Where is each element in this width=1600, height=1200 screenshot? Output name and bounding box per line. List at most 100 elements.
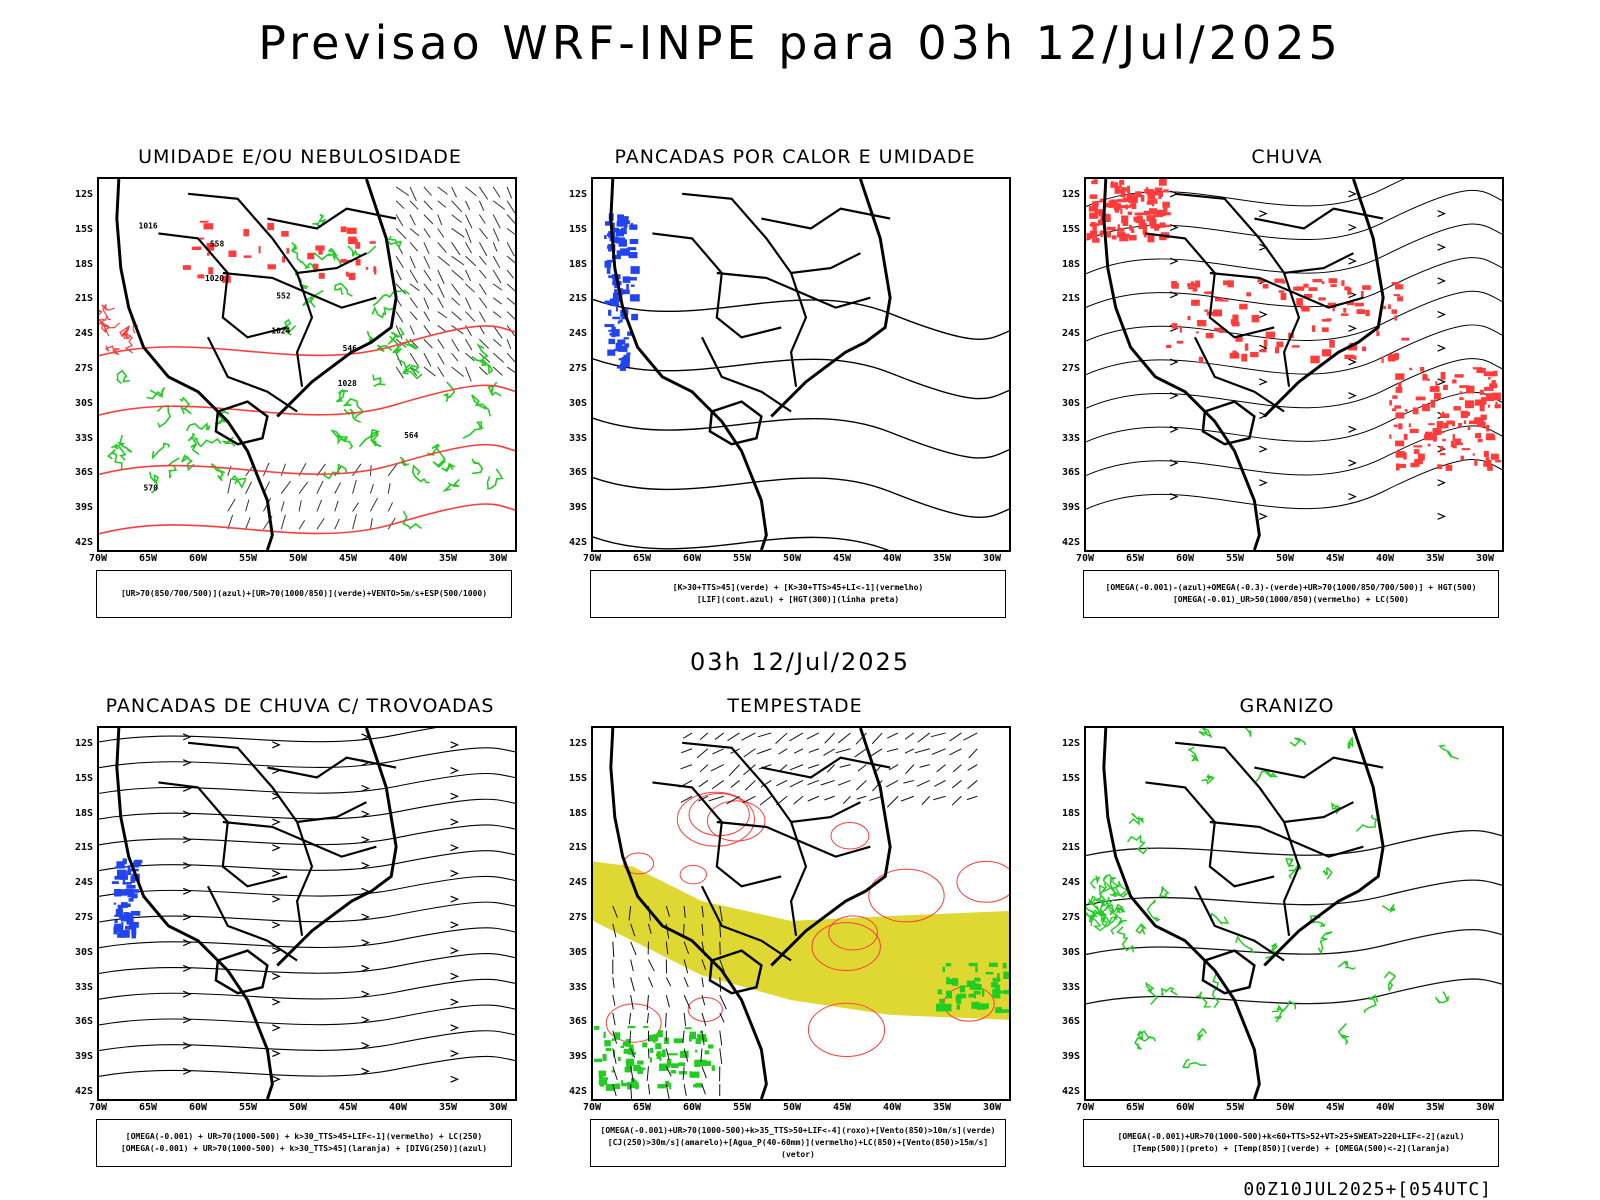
latitude-tick-label: 36S [568,467,587,479]
longitude-tick-label: 65W [1126,553,1145,564]
longitude-tick-label: 45W [339,553,358,564]
latitude-tick-label: 42S [568,537,587,548]
latitude-tick-label: 12S [1061,738,1080,749]
latitude-tick-label: 18S [568,807,587,819]
latitude-tick-label: 21S [1061,293,1080,305]
longitude-tick-label: 70W [1076,553,1095,564]
longitude-tick-label: 40W [1376,553,1395,564]
latitude-tick-label: 15S [74,772,93,784]
latitude-tick-label: 15S [1061,772,1080,784]
longitude-tick-label: 45W [833,553,852,564]
latitude-tick-label: 39S [1061,1051,1080,1063]
latitude-tick-label: 27S [74,363,93,374]
latitude-tick-label: 12S [74,738,93,749]
longitude-tick-label: 40W [389,553,408,564]
latitude-tick-label: 21S [1061,842,1080,854]
latitude-tick-label: 24S [74,328,93,340]
longitude-tick-label: 55W [239,553,258,564]
longitude-tick-label: 65W [139,1102,158,1113]
longitude-tick-label: 30W [489,553,508,564]
longitude-tick-label: 30W [983,1102,1002,1113]
longitude-tick-label: 50W [289,1102,308,1113]
longitude-tick-label: 55W [1226,1102,1245,1113]
latitude-tick-label: 42S [1061,537,1080,548]
longitude-tick-label: 30W [489,1102,508,1113]
map-chuva [1084,177,1504,552]
longitude-tick-label: 60W [683,553,702,564]
longitude-tick-label: 70W [89,1102,108,1113]
longitude-tick-label: 40W [883,553,902,564]
latitude-tick-label: 30S [1061,946,1080,958]
longitude-tick-label: 30W [1476,553,1495,564]
legend-line: [UR>70(850/700/500)](azul)+[UR>70(1000/8… [120,589,488,598]
legend-granizo: [OMEGA(-0.001)+UR>70(1000-500)+k<60+TTS>… [1083,1119,1499,1167]
latitude-tick-label: 36S [74,1016,93,1028]
latitude-tick-label: 15S [568,772,587,784]
latitude-tick-label: 36S [568,1016,587,1028]
legend-pancadas: [K>30+TTS>45](verde) + [K>30+TTS>45+LI<-… [590,570,1006,618]
map-plot-tempestade [593,728,1009,1099]
latitude-tick-label: 15S [1061,223,1080,235]
longitude-tick-label: 65W [633,553,652,564]
middle-time-label: 03h 12/Jul/2025 [689,648,911,676]
legend-trovoadas: [OMEGA(-0.001) + UR>70(1000-500) + k>30_… [96,1119,512,1167]
longitude-tick-label: 45W [339,1102,358,1113]
latitude-tick-label: 15S [568,223,587,235]
longitude-tick-label: 60W [189,1102,208,1113]
map-plot-umidade: 1016 1020 1024 1028 564 570 558 552 546 [99,179,515,550]
latitude-tick-label: 39S [74,1051,93,1063]
contour-label: 558 [210,239,225,248]
longitude-tick-label: 70W [583,1102,602,1113]
main-title: Previsao WRF-INPE para 03h 12/Jul/2025 [258,16,1342,70]
longitude-tick-label: 60W [1176,1102,1195,1113]
latitude-tick-label: 27S [568,912,587,923]
panel-title-chuva: CHUVA [1251,146,1323,168]
latitude-tick-label: 27S [568,363,587,374]
latitude-tick-label: 12S [1061,189,1080,200]
longitude-tick-label: 60W [189,553,208,564]
latitude-tick-label: 42S [74,1086,93,1097]
panel-title-tempestade: TEMPESTADE [727,695,863,717]
longitude-tick-label: 65W [139,553,158,564]
panel-title-umidade: UMIDADE E/OU NEBULOSIDADE [138,146,462,168]
latitude-tick-label: 12S [568,189,587,200]
longitude-tick-label: 35W [439,553,458,564]
map-trovoadas [97,726,517,1101]
legend-line: [Temp(500)](preto) + [Temp(850)](verde) … [1132,1144,1450,1153]
legend-tempestade: [OMEGA(-0.001)+UR>70(1000-500)+k>35_TTS>… [590,1119,1006,1167]
latitude-tick-label: 33S [74,981,93,993]
latitude-tick-label: 36S [74,467,93,479]
latitude-tick-label: 27S [1061,363,1080,374]
contour-label: 552 [276,292,291,301]
latitude-tick-label: 12S [568,738,587,749]
longitude-tick-label: 40W [883,1102,902,1113]
latitude-tick-label: 30S [74,397,93,409]
latitude-tick-label: 30S [568,946,587,958]
longitude-tick-label: 60W [1176,553,1195,564]
legend-line: [OMEGA(-0.001)+UR>70(1000-500)+k>35_TTS>… [600,1126,996,1135]
longitude-tick-label: 45W [833,1102,852,1113]
map-tempestade [591,726,1011,1101]
latitude-tick-label: 30S [568,397,587,409]
latitude-tick-label: 30S [74,946,93,958]
longitude-tick-label: 30W [983,553,1002,564]
latitude-tick-label: 27S [74,912,93,923]
latitude-tick-label: 24S [568,877,587,889]
latitude-tick-label: 39S [74,502,93,514]
legend-line: [LIF](cont.azul) + [HGT(300)](linha pret… [696,595,900,604]
longitude-tick-label: 30W [1476,1102,1495,1113]
longitude-tick-label: 65W [633,1102,652,1113]
latitude-tick-label: 36S [1061,1016,1080,1028]
contour-label: 1024 [271,326,290,335]
latitude-tick-label: 18S [74,807,93,819]
latitude-tick-label: 33S [1061,432,1080,444]
latitude-tick-label: 42S [74,537,93,548]
map-umidade: 1016 1020 1024 1028 564 570 558 552 546 [97,177,517,552]
longitude-tick-label: 55W [1226,553,1245,564]
map-plot-chuva [1086,179,1502,550]
run-label: 00Z10JUL2025+[054UTC] [1243,1179,1492,1200]
latitude-tick-label: 21S [568,842,587,854]
longitude-tick-label: 70W [583,553,602,564]
latitude-tick-label: 36S [1061,467,1080,479]
contour-label: 570 [144,484,159,493]
